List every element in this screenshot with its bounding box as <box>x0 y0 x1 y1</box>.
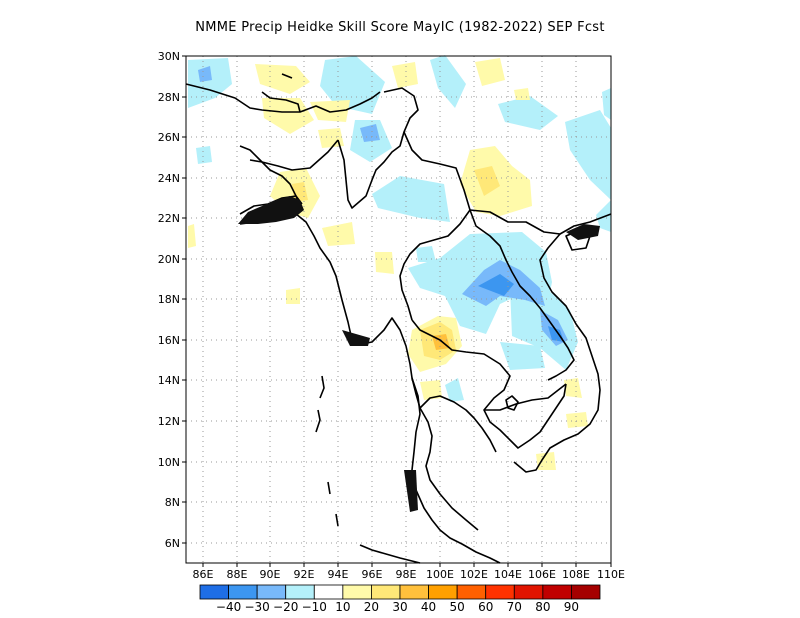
coastlines <box>185 73 612 564</box>
y-tick-label: 20N <box>158 253 180 266</box>
x-tick-label: 106E <box>528 568 556 581</box>
color-bar <box>199 584 601 600</box>
color-bar-label: 20 <box>364 600 379 614</box>
color-bar-label: 90 <box>564 600 579 614</box>
x-axis-labels: 86E 88E 90E 92E 94E 96E 98E 100E 102E 10… <box>193 568 625 581</box>
color-bar-label: −30 <box>244 600 269 614</box>
color-bar-swatch <box>513 584 544 600</box>
color-bar-label: 30 <box>392 600 407 614</box>
map-title: NMME Precip Heidke Skill Score MayIC (19… <box>195 20 605 35</box>
delta-coast <box>238 196 600 512</box>
color-bar-swatch <box>571 584 601 600</box>
color-bar-label: 10 <box>335 600 350 614</box>
y-tick-label: 12N <box>158 415 180 428</box>
y-tick-label: 16N <box>158 334 180 347</box>
color-bar-swatch <box>285 584 315 600</box>
x-tick-label: 86E <box>193 568 214 581</box>
y-axis-labels: 30N 28N 26N 24N 22N 20N 18N 16N 14N 12N … <box>158 50 180 550</box>
color-bar-swatch <box>371 584 401 600</box>
tick-marks <box>182 55 612 567</box>
color-bar-label: −20 <box>273 600 298 614</box>
color-bar-label: 50 <box>450 600 465 614</box>
x-tick-label: 88E <box>227 568 248 581</box>
x-tick-label: 92E <box>294 568 315 581</box>
color-bar-swatch <box>399 584 429 600</box>
y-tick-label: 22N <box>158 212 180 225</box>
color-bar-swatch <box>199 584 229 600</box>
y-tick-label: 6N <box>165 537 180 550</box>
color-bar-swatch <box>256 584 287 600</box>
color-bar-label: 80 <box>535 600 550 614</box>
x-tick-label: 108E <box>562 568 590 581</box>
y-tick-label: 26N <box>158 131 180 144</box>
y-tick-label: 14N <box>158 374 180 387</box>
y-tick-label: 10N <box>158 456 180 469</box>
color-bar-swatch <box>485 584 515 600</box>
color-bar-swatch <box>313 584 344 600</box>
color-bar-label: −10 <box>302 600 327 614</box>
x-tick-label: 110E <box>597 568 625 581</box>
x-tick-label: 98E <box>396 568 417 581</box>
y-tick-label: 18N <box>158 293 180 306</box>
color-bar-swatch <box>542 584 572 600</box>
color-bar-label: 40 <box>421 600 436 614</box>
x-tick-label: 90E <box>260 568 281 581</box>
color-bar-label: −40 <box>216 600 241 614</box>
x-tick-label: 94E <box>328 568 349 581</box>
x-tick-label: 96E <box>362 568 383 581</box>
color-bar-label: 70 <box>507 600 522 614</box>
y-tick-label: 28N <box>158 91 180 104</box>
x-tick-label: 104E <box>494 568 522 581</box>
y-tick-label: 8N <box>165 496 180 509</box>
color-bar-labels: −40 −30 −20 −10 10 20 30 40 50 60 70 80 90 <box>216 600 579 614</box>
color-bar-swatch <box>342 584 372 600</box>
y-tick-label: 24N <box>158 172 180 185</box>
color-bar-swatch <box>456 584 487 600</box>
x-tick-label: 100E <box>426 568 454 581</box>
color-bar-swatch <box>228 584 258 600</box>
color-bar-label: 60 <box>478 600 493 614</box>
x-tick-label: 102E <box>460 568 488 581</box>
map-frame <box>185 55 612 564</box>
skill-shading <box>188 55 611 470</box>
y-tick-label: 30N <box>158 50 180 63</box>
color-bar-swatch <box>428 584 458 600</box>
